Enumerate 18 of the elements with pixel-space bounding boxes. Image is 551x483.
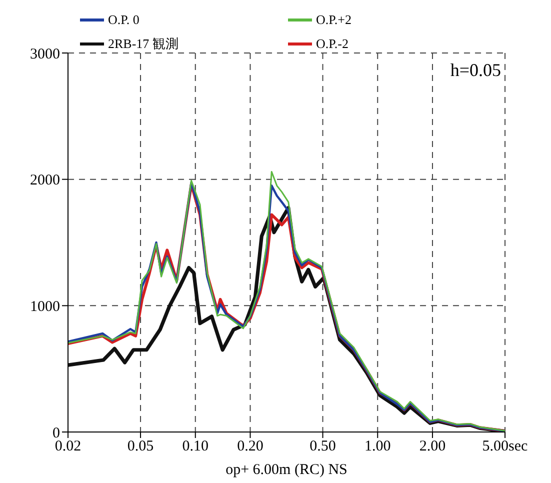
y-tick-label: 1000	[30, 298, 60, 315]
legend-label: O.P. 0	[108, 10, 140, 28]
x-tick-label: 0.20	[237, 438, 264, 455]
x-tick-label: 5.00sec	[482, 438, 528, 455]
legend-label: 2RB-17 観測	[108, 34, 180, 52]
x-axis-title: op+ 6.00m (RC) NS	[226, 462, 348, 478]
x-tick-label: 0.50	[310, 438, 336, 455]
x-tick-label: 0.05	[127, 438, 154, 455]
y-tick-label: 2000	[30, 172, 60, 189]
x-tick-label: 0.10	[182, 438, 209, 455]
x-tick-label: 0.02	[54, 438, 82, 455]
x-tick-label: 1.00	[364, 438, 391, 455]
legend-label: O.P.+2	[316, 10, 353, 28]
x-tick-label: 2.00	[419, 438, 446, 455]
y-tick-label: 0	[52, 425, 60, 442]
y-tick-label: 3000	[30, 46, 60, 62]
annotation: h=0.05	[450, 60, 501, 81]
legend-label: O.P.-2	[316, 34, 350, 52]
